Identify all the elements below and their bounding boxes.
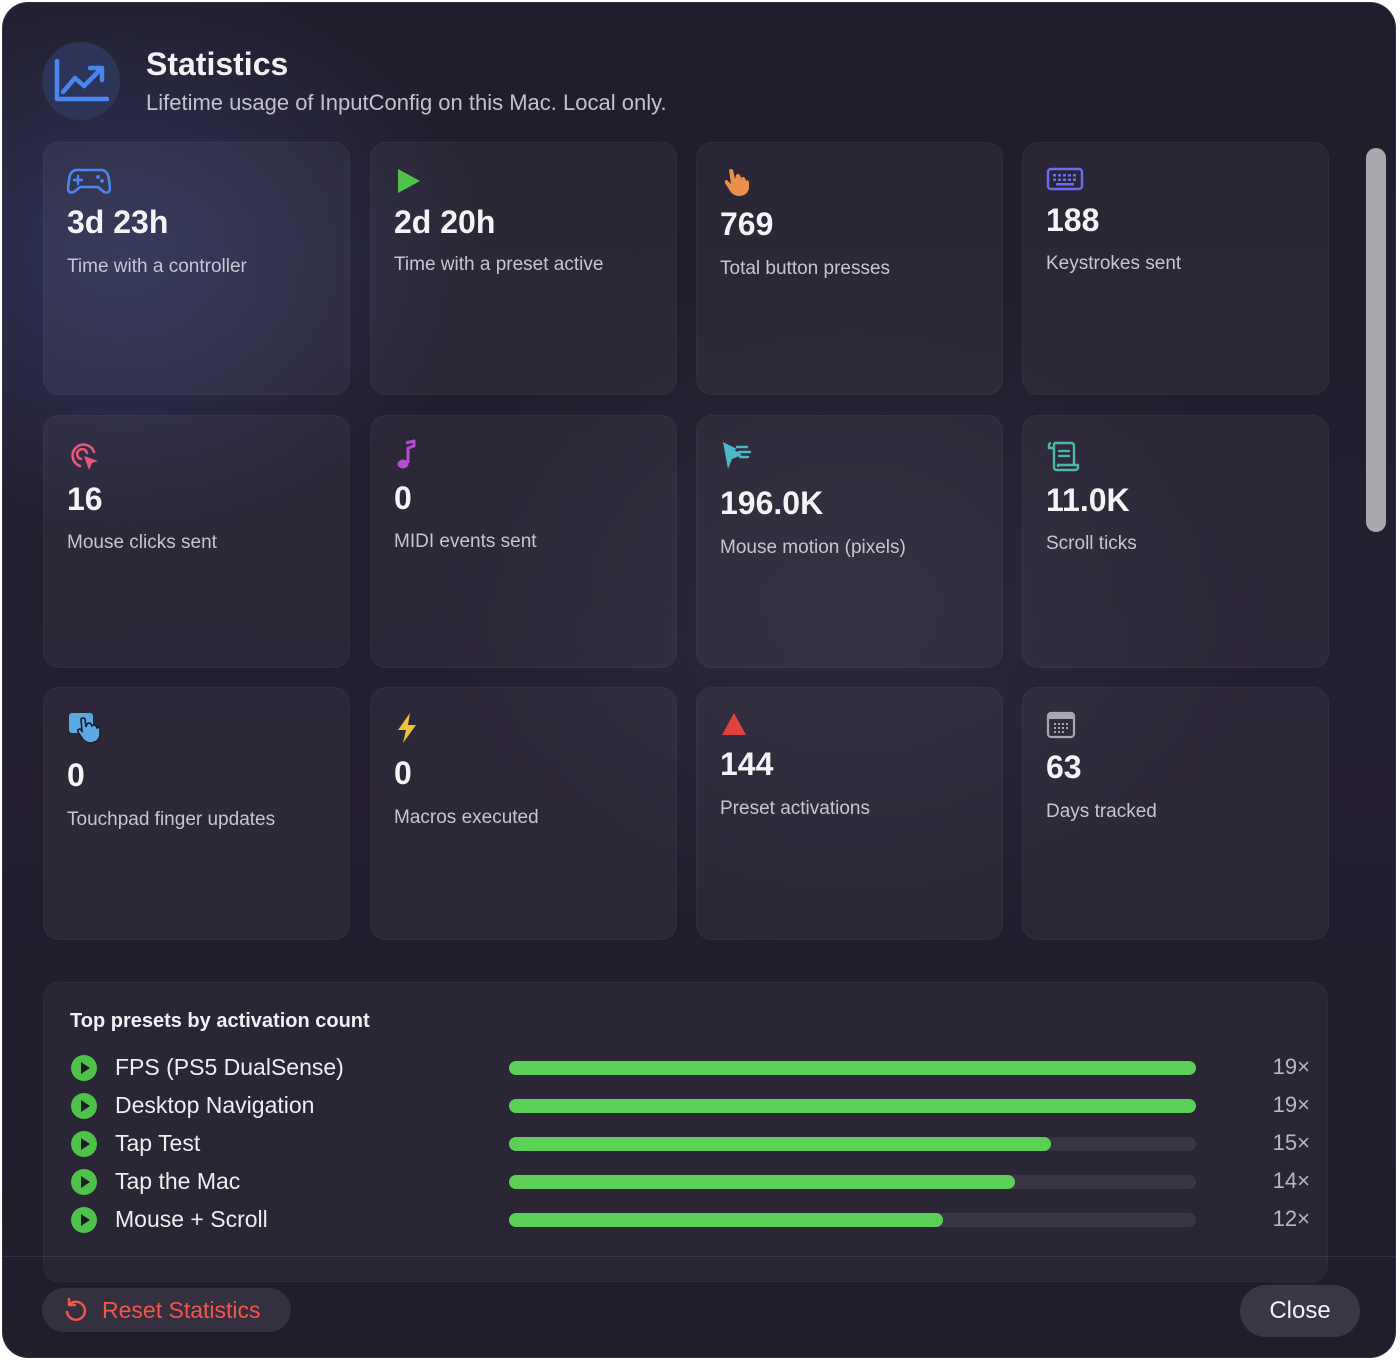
stat-label: Scroll ticks [1046, 533, 1137, 554]
stat-value: 144 [720, 746, 774, 782]
preset-bar-fill [509, 1061, 1196, 1075]
preset-count: 15× [1272, 1130, 1310, 1155]
stat-label: Days tracked [1046, 801, 1157, 822]
stat-card-macros: 0 Macros executed [370, 687, 677, 940]
touchpad-icon [67, 711, 111, 744]
stat-value: 188 [1046, 202, 1100, 238]
preset-bar-track [509, 1213, 1196, 1227]
calendar-icon [1046, 711, 1090, 743]
preset-count: 12× [1272, 1206, 1310, 1231]
stat-value: 196.0K [720, 485, 824, 521]
stat-value: 11.0K [1046, 482, 1130, 518]
preset-bar-fill [509, 1099, 1196, 1113]
chart-line-up-icon [42, 42, 120, 120]
stat-card-controller-time: 3d 23h Time with a controller [43, 142, 350, 395]
page-subtitle: Lifetime usage of InputConfig on this Ma… [146, 90, 667, 115]
cursor-click-icon [67, 439, 111, 471]
stat-value: 3d 23h [67, 204, 169, 240]
stat-card-button-presses: 769 Total button presses [696, 142, 1003, 395]
bolt-icon [394, 711, 438, 743]
preset-row: FPS (PS5 DualSense) 19× [70, 1051, 1310, 1085]
stat-label: Time with a controller [67, 256, 247, 277]
stat-value: 769 [720, 206, 774, 242]
reset-arrow-icon [65, 1297, 87, 1321]
stat-card-scroll-ticks: 11.0K Scroll ticks [1022, 415, 1329, 668]
stat-label: MIDI events sent [394, 531, 537, 552]
stat-label: Preset activations [720, 798, 870, 819]
stat-value: 2d 20h [394, 204, 496, 240]
preset-name: Mouse + Scroll [115, 1206, 268, 1232]
preset-count: 14× [1272, 1168, 1310, 1193]
preset-bar-fill [509, 1213, 944, 1227]
preset-bar-track [509, 1061, 1196, 1075]
stat-value: 0 [67, 757, 85, 793]
preset-bar-track [509, 1175, 1196, 1189]
preset-row: Mouse + Scroll 12× [70, 1203, 1310, 1237]
play-icon [394, 166, 438, 198]
preset-bar-fill [509, 1175, 1016, 1189]
reset-statistics-button[interactable]: Reset Statistics [42, 1288, 291, 1332]
stat-value: 16 [67, 481, 103, 517]
stat-label: Touchpad finger updates [67, 809, 276, 830]
top-presets-panel: Top presets by activation count FPS (PS5… [43, 982, 1328, 1282]
stat-card-mouse-clicks: 16 Mouse clicks sent [43, 415, 350, 668]
preset-name: Tap Test [115, 1130, 201, 1156]
stat-card-midi-events: 0 MIDI events sent [370, 415, 677, 668]
play-circle-icon [71, 1093, 97, 1119]
preset-count: 19× [1272, 1054, 1310, 1079]
preset-row: Desktop Navigation 19× [70, 1089, 1310, 1123]
stat-value: 63 [1046, 749, 1082, 785]
preset-row: Tap Test 15× [70, 1127, 1310, 1161]
stat-label: Time with a preset active [394, 254, 604, 275]
stat-value: 0 [394, 480, 412, 516]
scroll-icon [1046, 439, 1090, 472]
preset-name: Desktop Navigation [115, 1092, 315, 1118]
hand-point-icon [720, 166, 764, 198]
preset-bar-fill [509, 1137, 1052, 1151]
keyboard-icon [1046, 166, 1090, 198]
gamecontroller-icon [66, 166, 112, 198]
preset-row: Tap the Mac 14× [70, 1165, 1310, 1199]
cursor-motion-icon [720, 439, 764, 471]
preset-bar-track [509, 1137, 1196, 1151]
play-circle-icon [71, 1207, 97, 1233]
preset-name: Tap the Mac [115, 1168, 241, 1194]
stat-card-mouse-motion: 196.0K Mouse motion (pixels) [696, 415, 1003, 668]
stat-card-touchpad: 0 Touchpad finger updates [43, 687, 350, 940]
scrollbar-thumb[interactable] [1366, 148, 1386, 532]
stat-label: Mouse motion (pixels) [720, 537, 906, 558]
reset-statistics-label: Reset Statistics [102, 1296, 261, 1323]
play-circle-icon [71, 1169, 97, 1195]
close-button[interactable]: Close [1240, 1285, 1360, 1337]
stat-label: Keystrokes sent [1046, 253, 1182, 274]
stat-card-keystrokes: 188 Keystrokes sent [1022, 142, 1329, 395]
stat-card-preset-time: 2d 20h Time with a preset active [370, 142, 677, 395]
triangle-icon [720, 711, 764, 743]
page-title: Statistics [146, 46, 289, 82]
music-note-icon [394, 439, 438, 471]
preset-name: FPS (PS5 DualSense) [115, 1054, 344, 1080]
play-circle-icon [71, 1131, 97, 1157]
stat-label: Mouse clicks sent [67, 532, 217, 553]
stat-card-preset-activations: 144 Preset activations [696, 687, 1003, 940]
footer-divider [2, 1256, 1396, 1257]
stat-label: Macros executed [394, 807, 539, 828]
preset-count: 19× [1272, 1092, 1310, 1117]
top-presets-title: Top presets by activation count [70, 1010, 370, 1032]
stat-value: 0 [394, 755, 412, 791]
play-circle-icon [71, 1055, 97, 1081]
stat-card-days-tracked: 63 Days tracked [1022, 687, 1329, 940]
stat-label: Total button presses [720, 258, 891, 279]
preset-bar-track [509, 1099, 1196, 1113]
